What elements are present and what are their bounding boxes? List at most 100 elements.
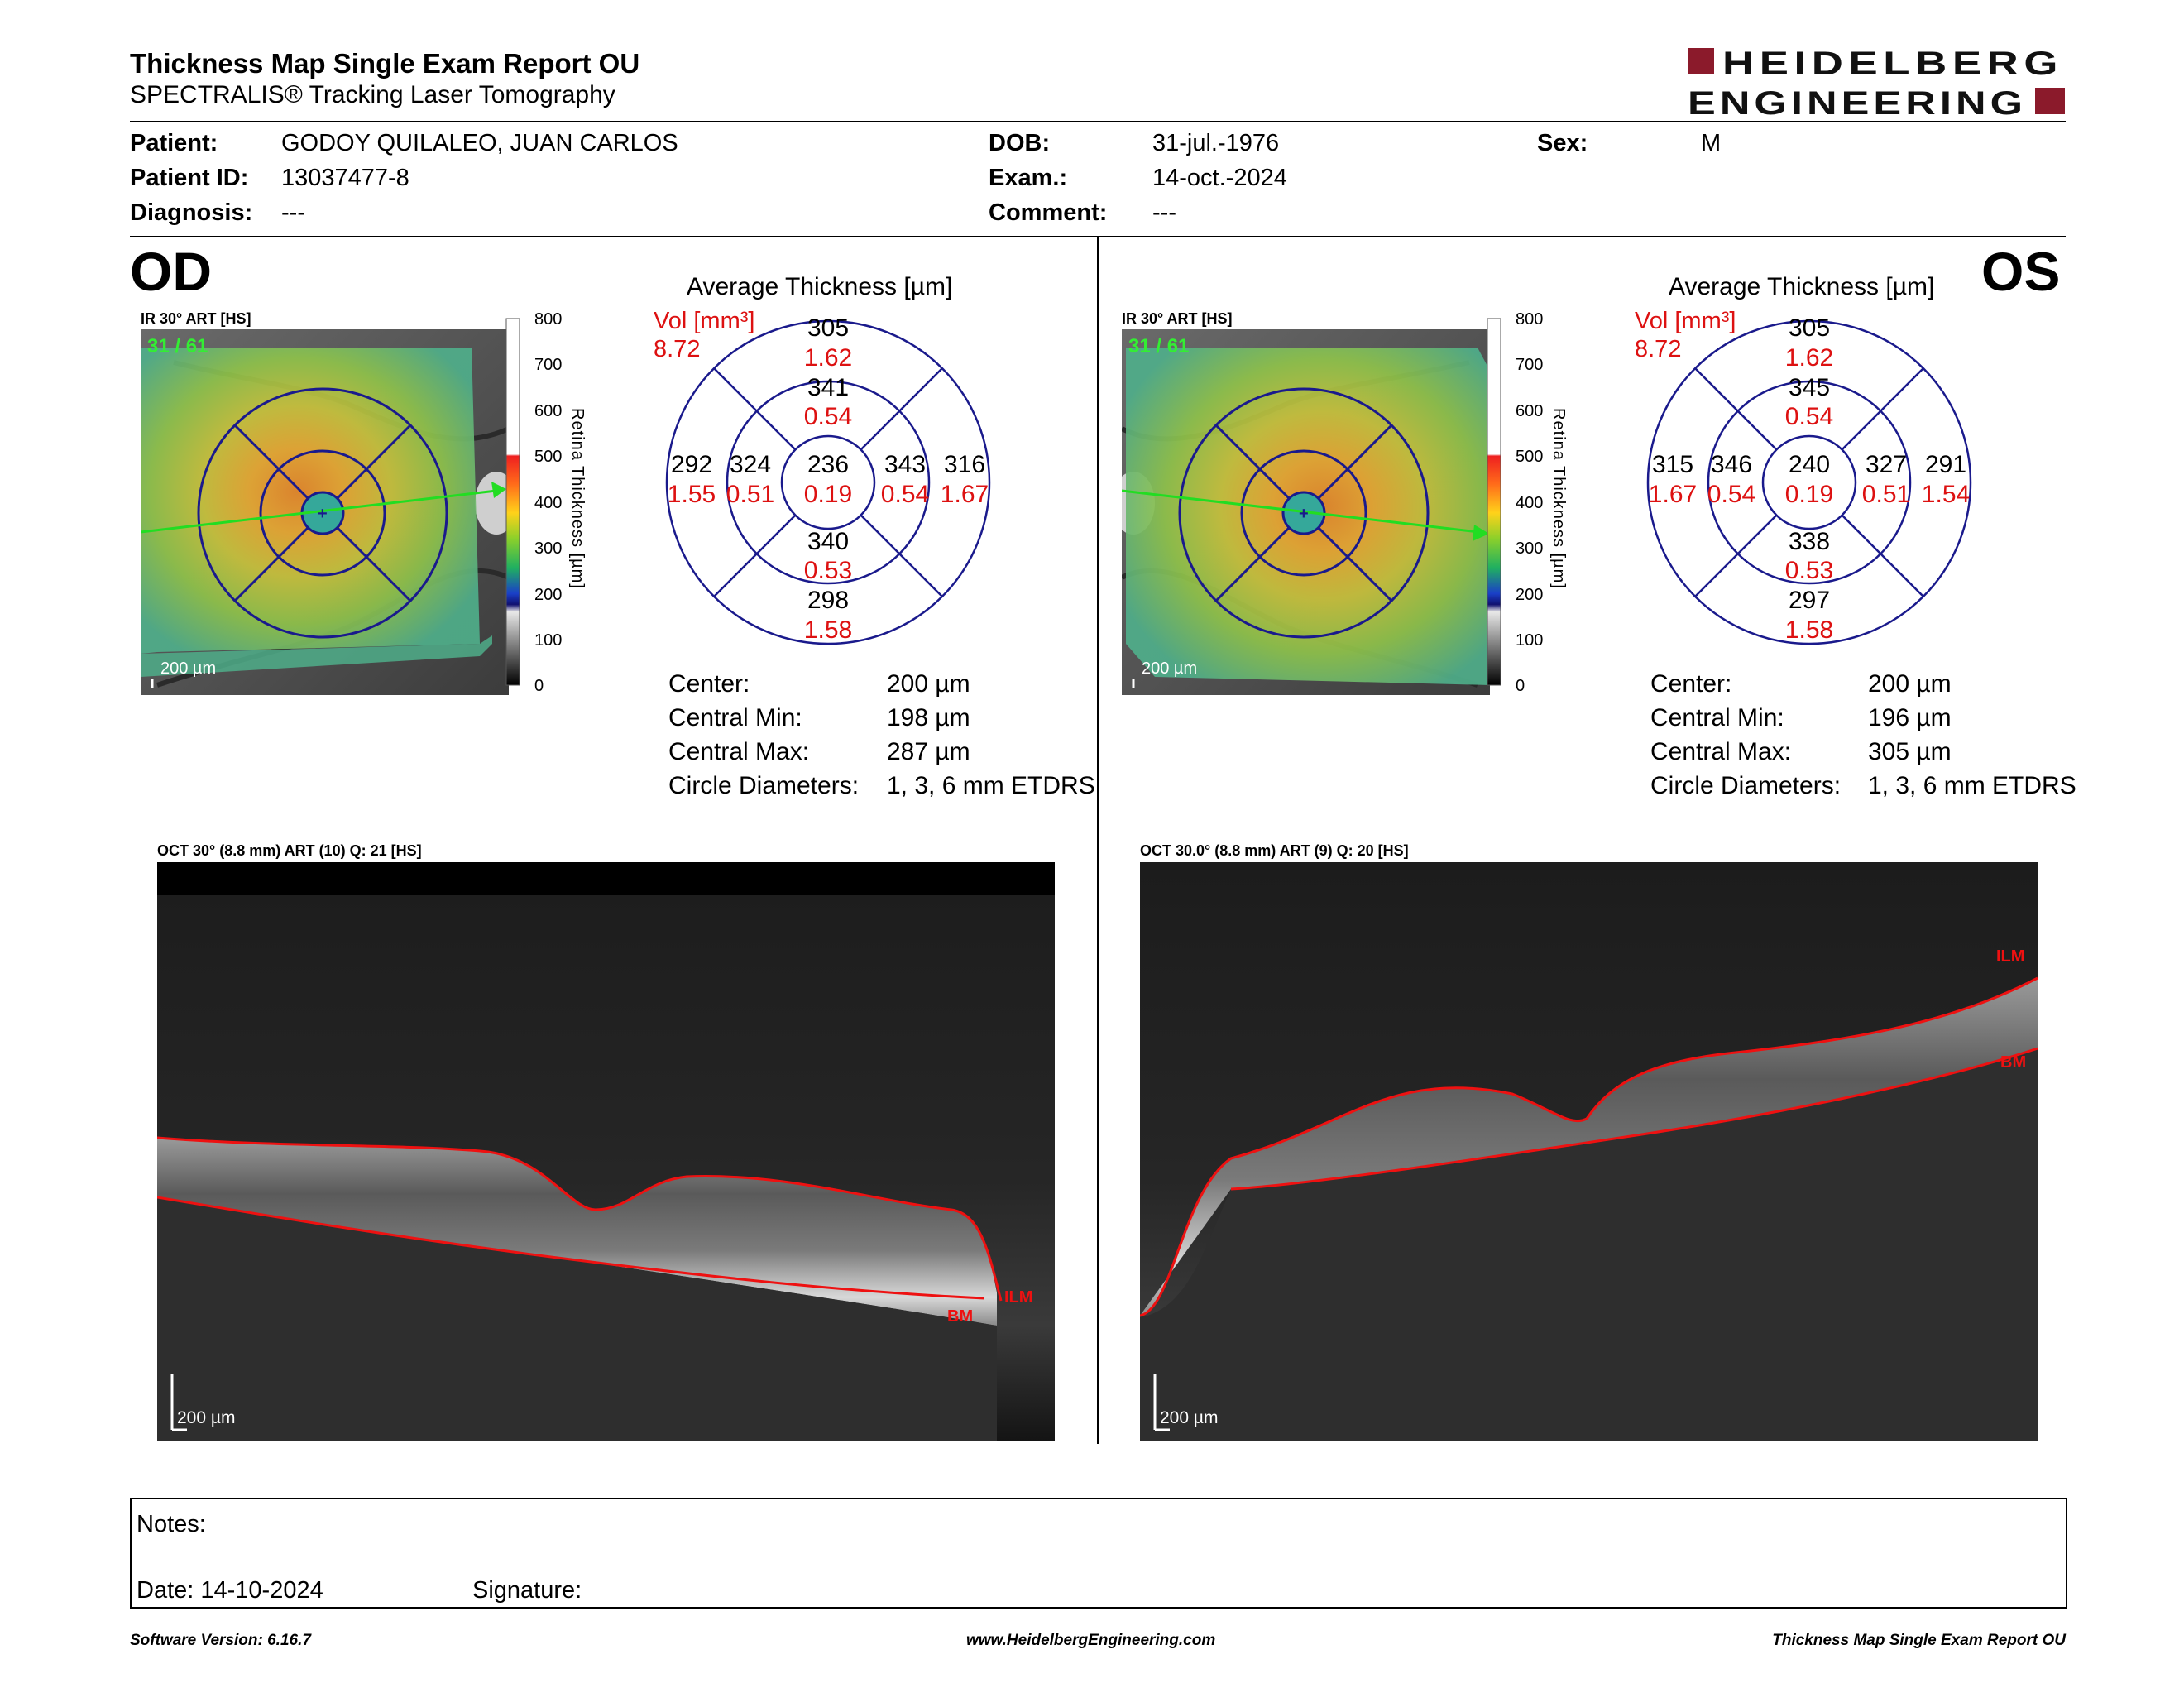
os-center-marker: + (1299, 505, 1309, 523)
os-inner-left-volume: 0.54 (1707, 481, 1755, 508)
os-scale-bar (1487, 318, 1502, 686)
os-inner-sup-volume: 0.54 (1785, 403, 1833, 430)
os-min-label: Central Min: (1650, 704, 1784, 731)
od-avg-title: Average Thickness [µm] (687, 273, 953, 300)
os-etdrs-inner-ring (1240, 449, 1367, 577)
os-bm-label: BM (2000, 1053, 2026, 1072)
os-scale-ticks: 800 700 600 500 400 300 200 100 0 (1516, 313, 1543, 695)
od-outer-left-thickness: 292 (671, 451, 712, 478)
heidelberg-logo: HEIDELBERG ENGINEERING (1688, 46, 2065, 117)
footer-url[interactable]: www.HeidelbergEngineering.com (966, 1632, 1216, 1649)
od-center-volume: 0.19 (804, 481, 852, 508)
os-color-scale: 800 700 600 500 400 300 200 100 0 Retina… (1487, 313, 1568, 695)
os-ir-label: IR 30° ART [HS] (1122, 310, 1233, 327)
od-outer-right-thickness: 316 (944, 451, 985, 478)
os-vol-value: 8.72 (1635, 336, 1682, 362)
os-outer-sup-volume: 1.62 (1785, 344, 1833, 372)
notes-box[interactable]: Notes: Date: 14-10-2024 Signature: (130, 1498, 2067, 1609)
od-scale-tick-100: 100 (534, 631, 562, 650)
od-oct-top-band (157, 862, 1055, 895)
od-diam-label: Circle Diameters: (668, 772, 860, 799)
od-vol-label: Vol [mm³] (654, 308, 755, 334)
os-vol-label: Vol [mm³] (1635, 308, 1736, 334)
od-etdrs-inner-ring (259, 449, 386, 577)
od-thickness-map: + 31 / 61 200 µm (141, 329, 509, 695)
logo-line2: ENGINEERING (1688, 85, 2027, 117)
od-max-value: 287 µm (887, 738, 970, 765)
sex-value: M (1701, 130, 1722, 156)
os-scale-tick-100: 100 (1516, 631, 1543, 650)
os-scale-tick-300: 300 (1516, 539, 1543, 558)
signature-label: Signature: (472, 1577, 582, 1604)
comment-value: --- (1152, 199, 1176, 226)
os-max-label: Central Max: (1650, 738, 1792, 765)
od-outer-inf-thickness: 298 (807, 587, 849, 614)
os-grid-diag-3 (1842, 367, 1924, 450)
os-grid-diag-4 (1694, 515, 1777, 597)
od-etdrs-outer-ring (197, 387, 448, 639)
logo-square-top (1688, 48, 1714, 74)
os-grid-diag-1 (1694, 367, 1777, 450)
os-center-volume: 0.19 (1785, 481, 1833, 508)
os-oct-label: OCT 30.0° (8.8 mm) ART (9) Q: 20 [HS] (1140, 842, 1409, 859)
os-scale-tick-500: 500 (1516, 448, 1543, 466)
os-outer-left-volume: 1.67 (1649, 481, 1697, 508)
os-eye-label: OS (1981, 241, 2061, 302)
os-avg-title: Average Thickness [µm] (1669, 273, 1935, 300)
os-outer-inf-thickness: 297 (1789, 587, 1830, 614)
os-center-label: Center: (1650, 670, 1732, 698)
od-bm-line (157, 1196, 985, 1300)
od-scan-arrow (491, 482, 506, 498)
footer-software-version: Software Version: 6.16.7 (130, 1632, 311, 1649)
os-etdrs-outer-ring (1178, 387, 1430, 639)
od-etdrs-diagonal-1 (233, 424, 309, 500)
od-grid-inner (726, 380, 931, 585)
os-scale-tick-0: 0 (1516, 677, 1525, 695)
od-bm-label: BM (947, 1307, 973, 1326)
od-choroid (157, 1197, 997, 1441)
od-inner-left-volume: 0.51 (726, 481, 774, 508)
od-inner-inf-thickness: 340 (807, 528, 849, 555)
os-diam-label: Circle Diameters: (1650, 772, 1842, 799)
od-scale-tick-0: 0 (534, 677, 544, 695)
od-outer-inf-volume: 1.58 (804, 616, 852, 644)
os-etdrs-diagonal-1 (1214, 424, 1291, 500)
os-etdrs-diagonal-4 (1214, 526, 1291, 602)
os-inner-right-volume: 0.51 (1862, 481, 1910, 508)
os-outer-right-thickness: 291 (1925, 451, 1966, 478)
od-grid-diag-2 (860, 515, 943, 597)
od-grid-diag-3 (860, 367, 943, 450)
od-oct-scalebar-label: 200 µm (177, 1408, 235, 1427)
sex-label: Sex: (1537, 130, 1588, 156)
comment-label: Comment: (989, 199, 1108, 226)
os-grid-center (1761, 434, 1857, 530)
os-ilm-label: ILM (1996, 947, 2024, 966)
od-color-scale: 800 700 600 500 400 300 200 100 0 Retina… (505, 313, 587, 695)
od-ilm-label: ILM (1004, 1288, 1032, 1307)
os-outer-right-volume: 1.54 (1922, 481, 1970, 508)
od-min-label: Central Min: (668, 704, 802, 731)
os-center-value: 200 µm (1868, 670, 1952, 698)
od-center-label: Center: (668, 670, 750, 698)
os-inner-inf-volume: 0.53 (1785, 557, 1833, 584)
dob-label: DOB: (989, 130, 1051, 156)
od-inner-sup-volume: 0.54 (804, 403, 852, 430)
od-grid-center (780, 434, 876, 530)
od-max-label: Central Max: (668, 738, 810, 765)
od-scale-label: Retina Thickness [µm] (568, 408, 587, 589)
od-inner-right-thickness: 343 (884, 451, 926, 478)
os-diam-value: 1, 3, 6 mm ETDRS (1868, 772, 2076, 799)
od-oct-label: OCT 30° (8.8 mm) ART (10) Q: 21 [HS] (157, 842, 422, 859)
od-vol-value: 8.72 (654, 336, 701, 362)
os-grid-diag-2 (1842, 515, 1924, 597)
footer-report-name: Thickness Map Single Exam Report OU (1772, 1632, 2066, 1649)
os-oct-bscan: ILM BM 200 µm (1140, 862, 2038, 1441)
os-scale-tick-400: 400 (1516, 494, 1543, 512)
os-scale-tick-200: 200 (1516, 586, 1543, 604)
patient-id-label: Patient ID: (130, 165, 249, 191)
od-scale-ticks: 800 700 600 500 400 300 200 100 0 (534, 313, 562, 695)
od-diam-value: 1, 3, 6 mm ETDRS (887, 772, 1095, 799)
od-inner-right-volume: 0.54 (881, 481, 929, 508)
od-inner-sup-thickness: 341 (807, 374, 849, 401)
od-scale-tick-600: 600 (534, 402, 562, 420)
